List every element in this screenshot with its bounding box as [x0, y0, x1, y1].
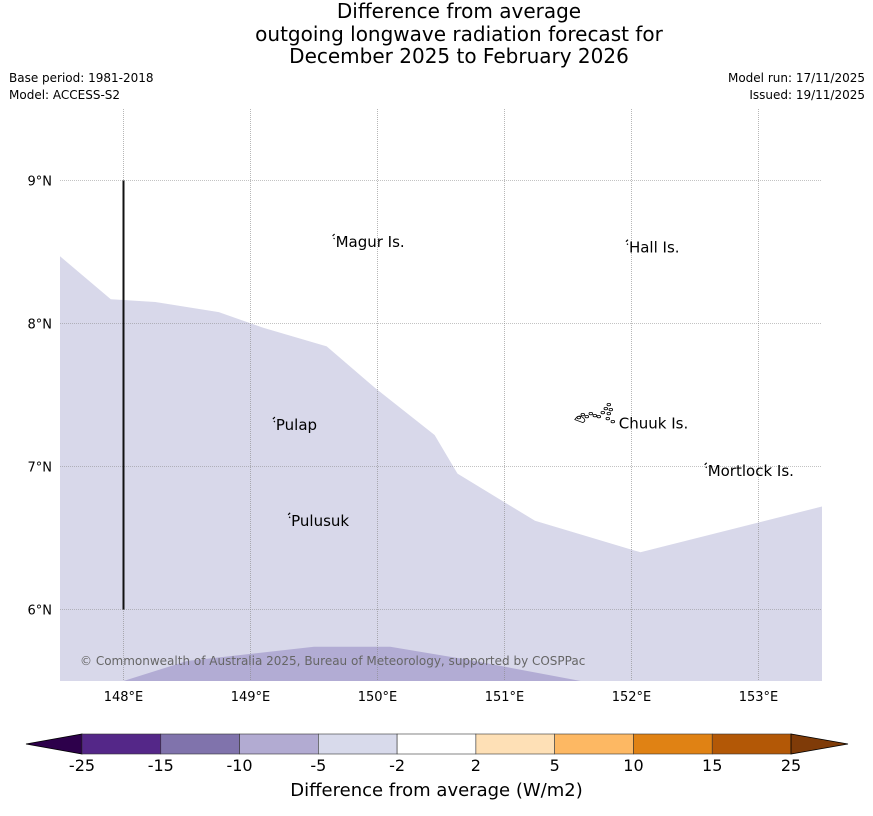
title-line-3: December 2025 to February 2026 — [289, 44, 629, 68]
place-labels: Magur Is. Hall Is. Pulap Chuuk Is. Mortlock … — [276, 233, 794, 530]
colorbar-segment — [160, 733, 240, 755]
lat-tick-label: 7°N — [28, 461, 53, 476]
colorbar-tick-label: 25 — [780, 756, 802, 775]
colorbar-tick-label: -2 — [389, 756, 406, 775]
place-label: Hall Is. — [629, 239, 680, 257]
colorbar — [25, 733, 849, 755]
colorbar-segment — [239, 733, 319, 755]
colorbar-tick-label: 5 — [549, 756, 560, 775]
island-shape — [332, 233, 336, 240]
island-shape — [606, 411, 611, 416]
colorbar-segment — [711, 733, 792, 755]
issued-text: Issued: 19/11/2025 — [749, 88, 865, 102]
colorbar-tick-label: -5 — [310, 756, 327, 775]
place-label: Mortlock Is. — [708, 462, 794, 480]
island-shape — [606, 402, 611, 407]
island-shape — [610, 419, 615, 424]
island-shape — [584, 414, 589, 419]
islands-layer — [272, 233, 708, 519]
copyright-text: © Commonwealth of Australia 2025, Bureau… — [80, 654, 585, 668]
island-shape — [600, 410, 605, 415]
island-shape — [592, 413, 597, 418]
base-period-text: Base period: 1981-2018 — [9, 71, 154, 85]
colorbar-under-arrow — [25, 733, 83, 755]
place-label: Pulusuk — [291, 512, 349, 530]
island-shape — [603, 406, 608, 411]
chart-title: Difference from average outgoing longwav… — [0, 0, 873, 68]
colorbar-segment — [633, 733, 713, 755]
colorbar-tick-label: -15 — [147, 756, 174, 775]
colorbar-tick-label: 15 — [702, 756, 723, 775]
title-line-1: Difference from average — [336, 0, 582, 23]
lon-tick-label: 150°E — [358, 690, 398, 705]
lat-tick-label: 8°N — [28, 318, 53, 333]
lon-tick-label: 151°E — [485, 690, 525, 705]
colorbar-tick-label: -25 — [68, 756, 96, 775]
model-text: Model: ACCESS-S2 — [9, 88, 121, 102]
title-line-2: outgoing longwave radiation forecast for — [255, 21, 663, 46]
lon-tick-label: 152°E — [612, 690, 652, 705]
island-shape — [580, 412, 585, 417]
meta-right: Model run: 17/11/2025 Issued: 19/11/2025 — [728, 70, 865, 104]
lon-tick-label: 153°E — [739, 690, 779, 705]
lat-tick-label: 9°N — [28, 175, 53, 190]
place-label: Pulap — [276, 416, 317, 434]
model-run-text: Model run: 17/11/2025 — [727, 71, 865, 85]
colorbar-segment — [554, 733, 634, 755]
island-shape — [605, 416, 610, 421]
colorbar-segment — [475, 733, 555, 755]
island-shape — [704, 462, 708, 469]
graticule: 148°E 149°E 150°E 151°E 152°E 153°E 9°N 8°N 7°N 6… — [28, 109, 822, 705]
lon-tick-label: 148°E — [104, 690, 144, 705]
place-label: Chuuk Is. — [619, 415, 688, 433]
colorbar-tick-label: 10 — [623, 756, 644, 775]
colorbar-over-arrow — [790, 733, 849, 755]
island-shape — [625, 239, 629, 246]
island-shape — [287, 512, 291, 519]
meta-left: Base period: 1981-2018 Model: ACCESS-S2 — [9, 70, 154, 104]
lat-tick-label: 6°N — [28, 604, 53, 619]
colorbar-segment — [396, 733, 477, 755]
colorbar-title: Difference from average (W/m2) — [290, 780, 583, 801]
island-shape — [608, 407, 613, 412]
island-shape — [272, 416, 276, 423]
place-label: Magur Is. — [336, 233, 405, 251]
island-shape — [596, 414, 601, 419]
island-shape — [574, 415, 586, 424]
lon-tick-label: 149°E — [231, 690, 271, 705]
colorbar-tick-label: -10 — [226, 756, 253, 775]
island-shape — [588, 411, 593, 416]
colorbar-segment — [81, 733, 162, 755]
colorbar-segment — [318, 733, 398, 755]
shaded-region-0 — [60, 256, 822, 681]
colorbar-tick-label: 2 — [470, 756, 481, 775]
